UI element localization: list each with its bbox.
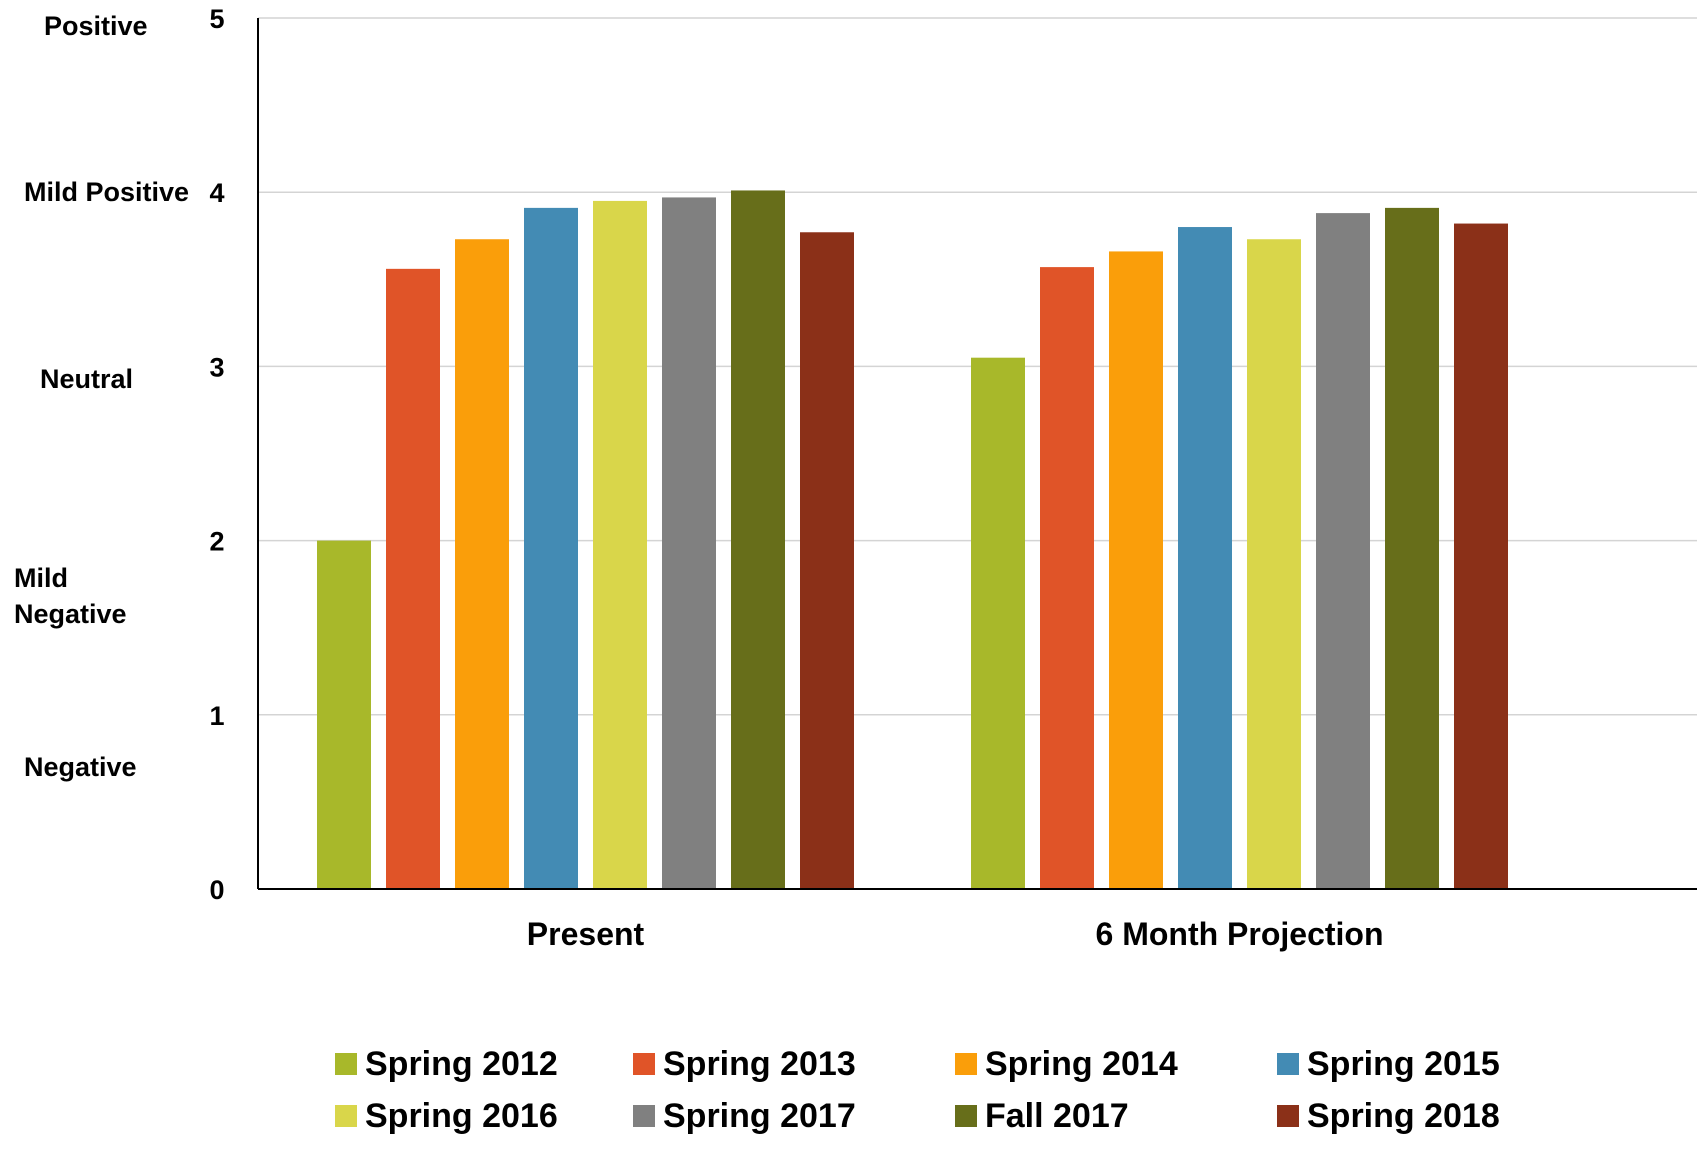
y-tick-label: 4 [209,178,224,208]
y-tick-labels: 0 1 2 3 4 5 [209,4,224,905]
bar [593,200,647,889]
legend-item: Spring 2014 [955,1040,1178,1088]
legend-swatch [633,1105,655,1127]
bar [971,357,1025,889]
bar [317,540,371,889]
legend-swatch [1277,1053,1299,1075]
bar [1247,239,1301,889]
bar [1109,251,1163,890]
legend-label: Fall 2017 [985,1096,1129,1135]
legend-label: Spring 2017 [663,1096,856,1135]
bar [455,239,509,889]
legend-item: Fall 2017 [955,1092,1129,1140]
bar [731,190,785,889]
bar [524,207,578,890]
sentiment-label-mild-positive: Mild Positive [24,177,190,207]
legend-label: Spring 2015 [1307,1044,1500,1083]
y-tick-label: 5 [209,4,224,34]
legend-swatch [1277,1105,1299,1127]
y-tick-label: 3 [209,352,224,382]
sentiment-label-positive: Positive [44,11,148,41]
bars [317,190,1508,890]
category-label: 6 Month Projection [1096,916,1384,952]
legend-item: Spring 2015 [1277,1040,1500,1088]
y-tick-label: 1 [209,701,224,731]
bar [1454,223,1508,889]
legend-item: Spring 2018 [1277,1092,1500,1140]
legend-label: Spring 2014 [985,1044,1178,1083]
legend-item: Spring 2012 [335,1040,558,1088]
category-label: Present [527,916,645,952]
legend-swatch [633,1053,655,1075]
bar [800,232,854,890]
legend-label: Spring 2016 [365,1096,558,1135]
legend-swatch [955,1105,977,1127]
legend-label: Spring 2018 [1307,1096,1500,1135]
sentiment-label-negative: Negative [24,752,137,782]
legend-swatch [955,1053,977,1075]
sentiment-label-neutral: Neutral [40,364,134,394]
bar [386,268,440,889]
bar [1040,267,1094,890]
legend: Spring 2012 Spring 2013 Spring 2014 Spring … [335,1040,1695,1150]
legend-swatch [335,1053,357,1075]
legend-item: Spring 2016 [335,1092,558,1140]
legend-item: Spring 2017 [633,1092,856,1140]
bar [1385,207,1439,890]
bar [1316,213,1370,889]
category-labels: Present 6 Month Projection [527,916,1384,952]
legend-label: Spring 2012 [365,1044,558,1083]
legend-label: Spring 2013 [663,1044,856,1083]
bar [662,197,716,889]
legend-swatch [335,1105,357,1127]
y-tick-label: 0 [209,875,224,905]
legend-item: Spring 2013 [633,1040,856,1088]
y-tick-label: 2 [209,527,224,557]
sentiment-label-mild-negative: Mild Negative [14,563,127,630]
bar [1178,227,1232,890]
